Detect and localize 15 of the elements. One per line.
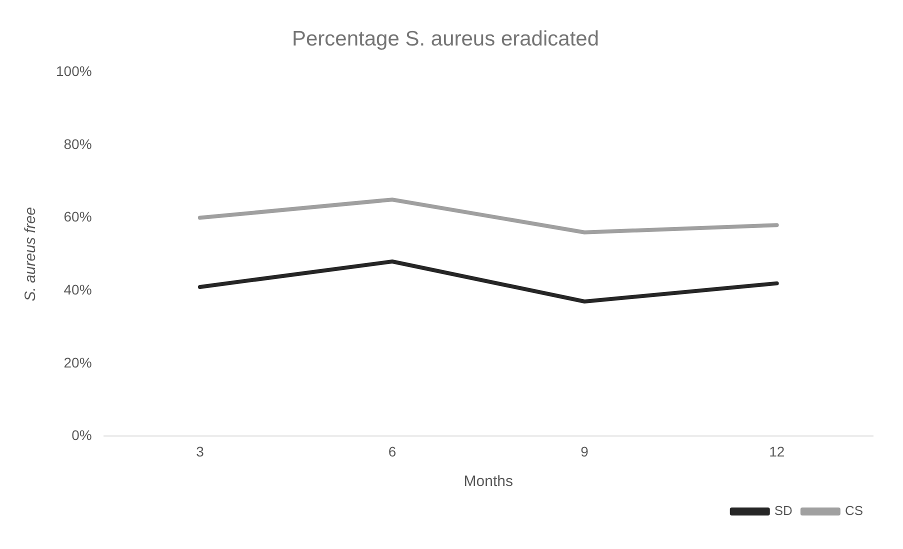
y-tick-label: 80% [64,136,92,152]
chart-title: Percentage S. aureus eradicated [292,27,600,50]
y-tick-label: 100% [56,63,92,80]
y-tick-label: 60% [64,208,92,225]
y-tick-label: 40% [64,281,92,298]
legend-label: CS [844,503,864,518]
x-tick-label: 12 [769,443,785,460]
y-axis-title: S. aureus free [22,207,40,302]
x-tick-label: 3 [196,443,204,460]
x-axis-title: Months [464,473,514,490]
legend-label: SD [774,503,792,518]
x-tick-label: 6 [388,443,396,460]
x-tick-label: 9 [580,443,589,460]
y-tick-label: 20% [64,354,92,370]
y-tick-label: 0% [72,427,92,444]
